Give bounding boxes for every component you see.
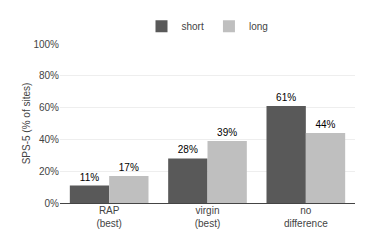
svg-text:44%: 44% [315, 119, 335, 130]
svg-text:17%: 17% [119, 162, 139, 173]
svg-text:39%: 39% [217, 127, 237, 138]
svg-text:nodifference: nodifference [284, 205, 328, 229]
svg-text:RAP(best): RAP(best) [96, 205, 122, 229]
svg-text:40%: 40% [39, 134, 59, 145]
svg-text:20%: 20% [39, 166, 59, 177]
svg-text:short: short [182, 21, 204, 32]
svg-text:100%: 100% [33, 39, 59, 50]
svg-text:SPS-5 (% of sites): SPS-5 (% of sites) [21, 83, 32, 165]
svg-text:60%: 60% [39, 102, 59, 113]
svg-text:61%: 61% [276, 92, 296, 103]
svg-text:11%: 11% [80, 172, 99, 183]
svg-text:80%: 80% [39, 70, 59, 81]
svg-text:long: long [249, 21, 268, 32]
svg-text:0%: 0% [45, 198, 60, 209]
svg-text:28%: 28% [178, 144, 198, 155]
svg-text:virgin(best): virgin(best) [195, 205, 221, 229]
